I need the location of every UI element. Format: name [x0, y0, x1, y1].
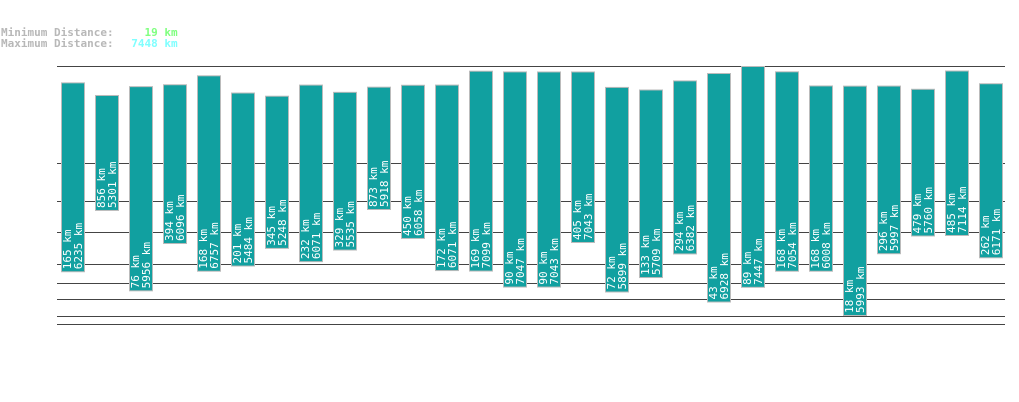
bar — [299, 84, 323, 263]
min-distance-label: 43 km — [707, 266, 720, 299]
bar — [639, 89, 663, 279]
max-distance-label: 7047 km — [514, 238, 527, 285]
max-distance-summary: Maximum Distance: 7448 km — [1, 38, 178, 49]
max-distance-label: 7054 km — [786, 222, 799, 269]
min-distance-label: 479 km — [911, 193, 924, 233]
bar — [707, 73, 731, 303]
min-distance-label: 294 km — [673, 211, 686, 251]
min-distance-label: 405 km — [571, 200, 584, 240]
max-distance-label: 5899 km — [616, 243, 629, 290]
min-distance-label: 296 km — [877, 211, 890, 251]
max-distance-label: 5956 km — [140, 242, 153, 289]
max-distance-label: 7043 km — [582, 193, 595, 240]
bar — [95, 94, 119, 211]
min-distance-label: 133 km — [639, 235, 652, 275]
max-distance-label: 5535 km — [344, 201, 357, 248]
max-distance-label: 5248 km — [276, 199, 289, 246]
min-distance-label: 262 km — [979, 215, 992, 255]
min-distance-label: 90 km — [503, 251, 516, 284]
min-distance-label: 856 km — [95, 168, 108, 208]
min-distance-label: 345 km — [265, 206, 278, 246]
max-distance-label: Maximum Distance: — [1, 37, 114, 50]
max-distance-label: 5760 km — [922, 187, 935, 234]
min-distance-label: 201 km — [231, 223, 244, 263]
min-distance-label: 485 km — [945, 193, 958, 233]
max-distance-label: 5993 km — [854, 266, 867, 313]
max-distance-label: 5301 km — [106, 161, 119, 208]
min-distance-label: 72 km — [605, 256, 618, 289]
max-distance-label: 6757 km — [208, 222, 221, 269]
bar — [61, 82, 85, 273]
max-distance-label: 7447 km — [752, 238, 765, 285]
min-distance-label: 76 km — [129, 255, 142, 288]
min-distance-label: 169 km — [469, 228, 482, 268]
bar — [809, 85, 833, 272]
max-distance-value: 7448 km — [131, 37, 178, 50]
bar — [945, 70, 969, 236]
min-distance-label: 168 km — [197, 229, 210, 269]
min-distance-label: Minimum Distance: — [1, 26, 114, 39]
bar — [231, 92, 255, 267]
bar — [605, 86, 629, 293]
min-distance-label: 90 km — [537, 251, 550, 284]
min-distance-label: 165 km — [61, 229, 74, 269]
bar — [367, 86, 391, 210]
bar — [333, 91, 357, 251]
bar — [435, 84, 459, 272]
max-distance-label: 6071 km — [310, 212, 323, 259]
max-distance-label: 6171 km — [990, 209, 1003, 256]
bar — [979, 83, 1003, 259]
max-distance-label: 6058 km — [412, 189, 425, 236]
max-distance-label: 7043 km — [548, 238, 561, 285]
bar — [673, 80, 697, 255]
min-distance-label: 394 km — [163, 201, 176, 241]
max-distance-label: 7099 km — [480, 222, 493, 269]
min-distance-label: 18 km — [843, 280, 856, 313]
bar — [401, 84, 425, 239]
max-distance-label: 6008 km — [820, 222, 833, 269]
bar — [775, 71, 799, 272]
min-distance-label: 450 km — [401, 196, 414, 236]
bar — [197, 75, 221, 272]
max-distance-label: 6096 km — [174, 194, 187, 241]
bar — [911, 88, 935, 237]
max-distance-label: 6382 km — [684, 205, 697, 252]
max-distance-label: 5918 km — [378, 160, 391, 207]
max-distance-label: 5484 km — [242, 217, 255, 264]
max-distance-label: 5709 km — [650, 228, 663, 275]
bar — [265, 95, 289, 249]
bar — [503, 71, 527, 288]
min-distance-value: 19 km — [144, 26, 178, 39]
min-distance-summary: Minimum Distance: 19 km — [1, 27, 178, 38]
min-distance-label: 329 km — [333, 207, 346, 247]
bar — [571, 71, 595, 243]
min-distance-label: 89 km — [741, 251, 754, 284]
min-distance-label: 232 km — [299, 219, 312, 259]
max-distance-label: 5997 km — [888, 204, 901, 251]
max-distance-label: 6071 km — [446, 221, 459, 268]
min-distance-label: 873 km — [367, 167, 380, 207]
max-distance-label: 6928 km — [718, 253, 731, 300]
bar — [537, 71, 561, 288]
max-distance-label: 6235 km — [72, 222, 85, 269]
bar — [843, 85, 867, 316]
bar — [163, 84, 187, 245]
bar — [129, 86, 153, 292]
min-distance-label: 172 km — [435, 228, 448, 268]
bar — [877, 85, 901, 255]
bar — [469, 70, 493, 272]
bar — [741, 66, 765, 288]
max-distance-label: 7114 km — [956, 186, 969, 233]
min-distance-label: 168 km — [775, 229, 788, 269]
min-distance-label: 168 km — [809, 229, 822, 269]
